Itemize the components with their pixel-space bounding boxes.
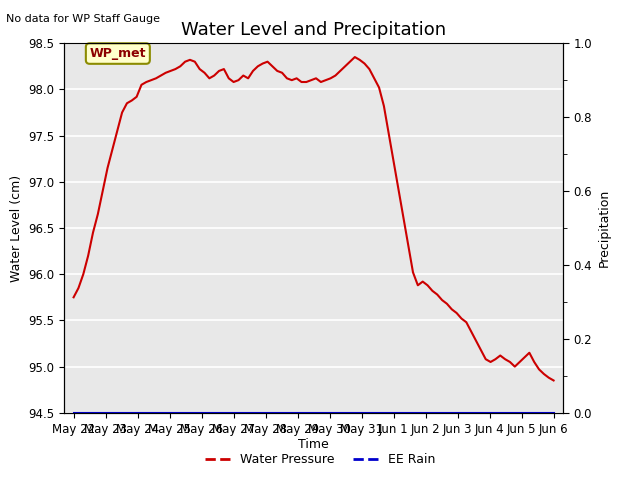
- Y-axis label: Water Level (cm): Water Level (cm): [10, 174, 22, 282]
- Text: No data for WP Staff Gauge: No data for WP Staff Gauge: [6, 14, 161, 24]
- X-axis label: Time: Time: [298, 438, 329, 451]
- Title: Water Level and Precipitation: Water Level and Precipitation: [181, 21, 446, 39]
- Legend: Water Pressure, EE Rain: Water Pressure, EE Rain: [200, 448, 440, 471]
- Text: WP_met: WP_met: [90, 47, 146, 60]
- Y-axis label: Precipitation: Precipitation: [598, 189, 611, 267]
